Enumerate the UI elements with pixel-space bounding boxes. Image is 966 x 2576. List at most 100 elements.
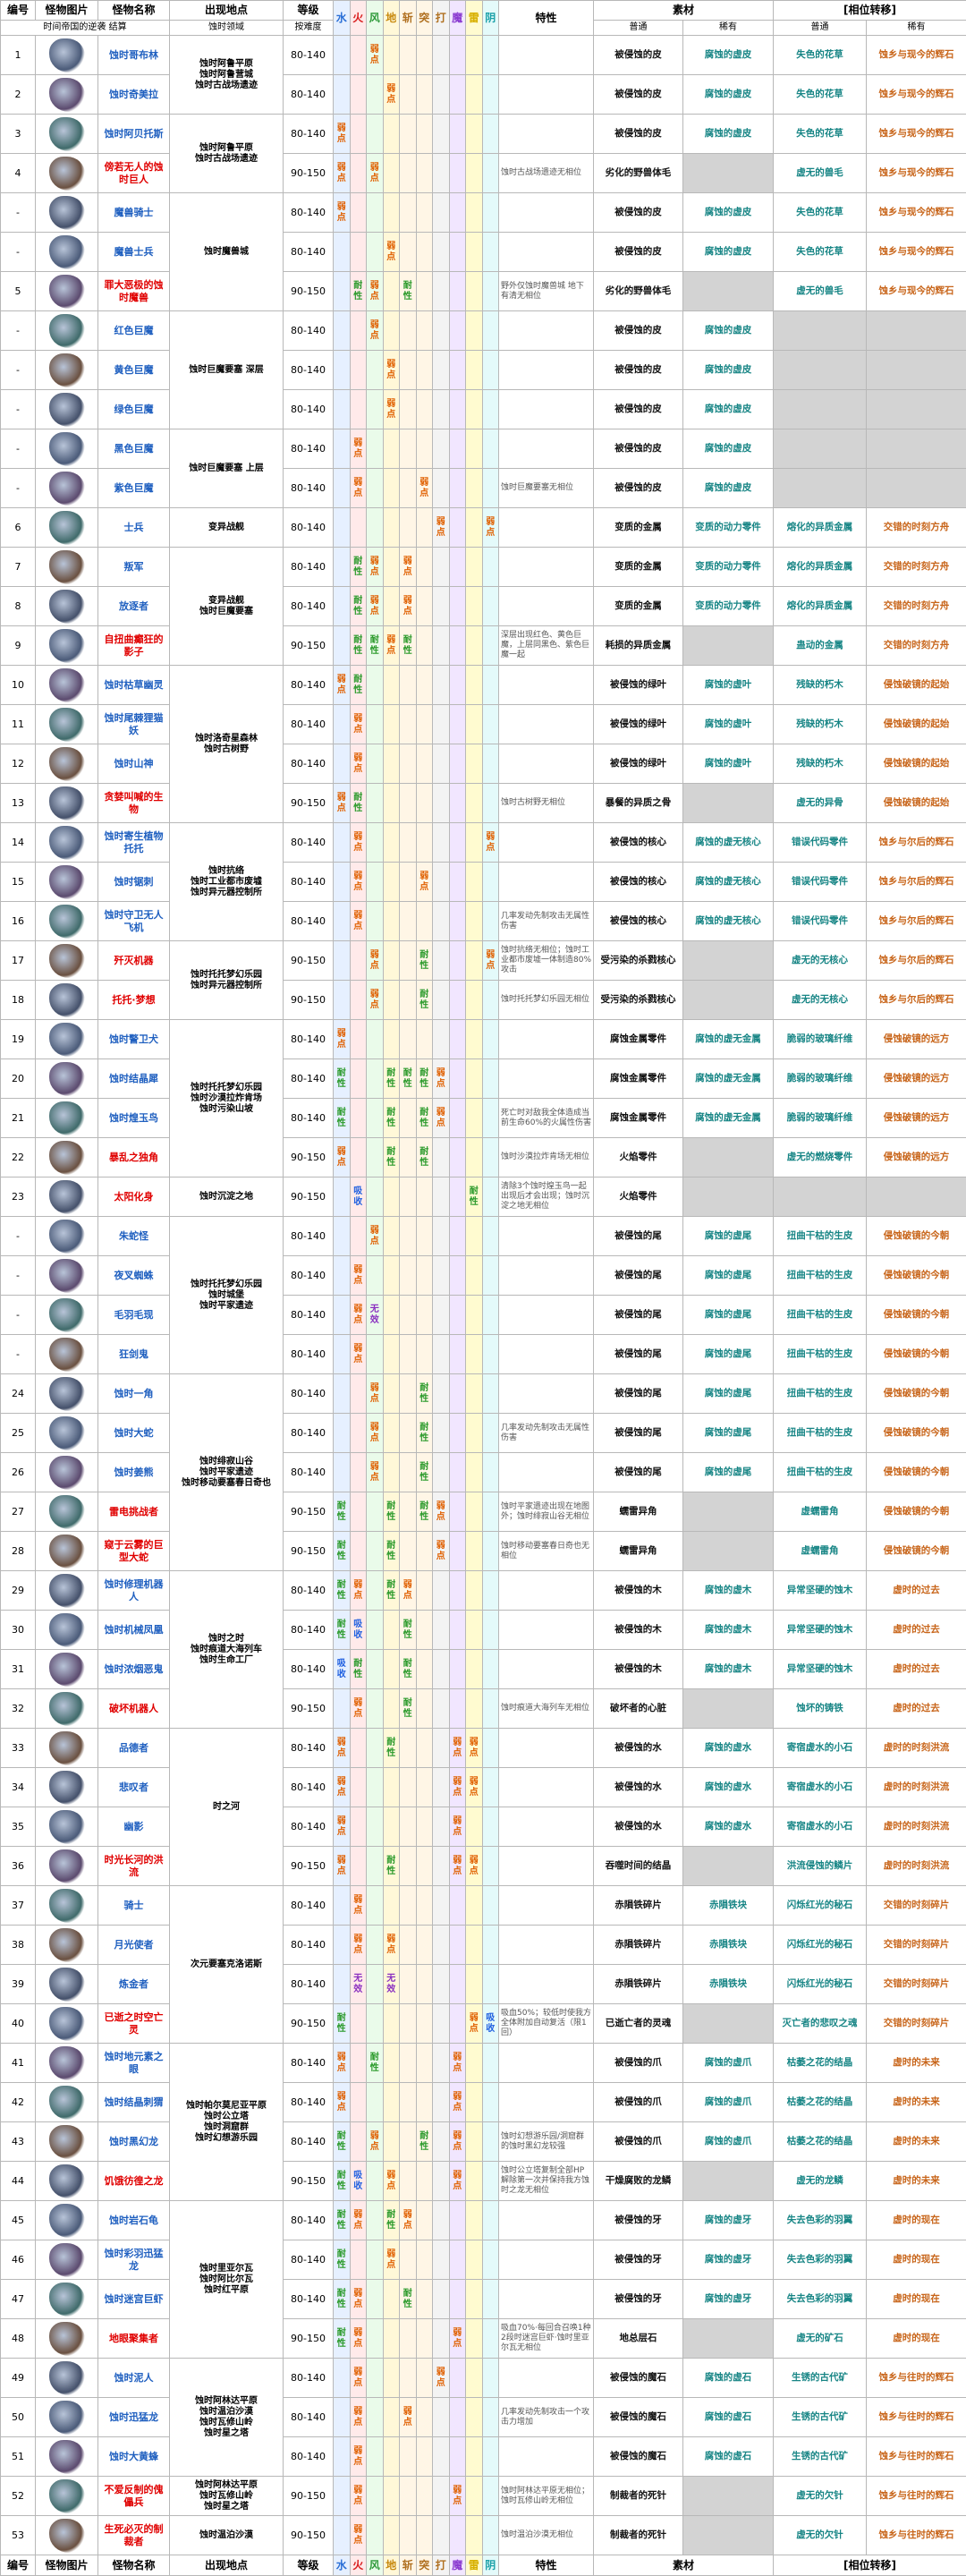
monster-image <box>49 1180 85 1214</box>
element-cell <box>400 1256 417 1296</box>
element-cell <box>466 823 483 863</box>
element-resistance: 弱点 <box>350 1571 367 1611</box>
element-cell <box>416 666 433 705</box>
monster-number: 30 <box>1 1611 36 1650</box>
element-cell <box>433 784 450 823</box>
element-cell <box>416 115 433 154</box>
element-cell <box>449 1650 466 1689</box>
element-resistance: 耐性 <box>416 1099 433 1138</box>
element-cell <box>416 508 433 548</box>
materials: 暴餐的异质之骨 <box>594 784 683 823</box>
phase: 虚无的兽毛 <box>774 272 867 311</box>
materials: 腐蚀的虚尾 <box>683 1335 774 1374</box>
empty-cell <box>683 272 774 311</box>
element-cell <box>482 2044 499 2083</box>
trait-empty <box>499 1453 594 1492</box>
element-cell <box>449 429 466 469</box>
element-cell <box>482 36 499 75</box>
element-cell <box>482 1492 499 1532</box>
header-row: 编号怪物图片怪物名称出现地点等级水火风地斩突打魔雷阴特性素材[相位转移] <box>1 1 966 21</box>
materials: 被侵蚀的木 <box>594 1611 683 1650</box>
empty-cell <box>774 1177 867 1217</box>
element-resistance: 耐性 <box>334 2201 351 2240</box>
location: 蚀时温泊沙漠 <box>170 2516 284 2555</box>
element-cell <box>400 1020 417 1059</box>
element-cell <box>433 1729 450 1768</box>
element-cell <box>433 469 450 508</box>
element-resistance: 弱点 <box>350 1689 367 1729</box>
element-resistance: 弱点 <box>334 1138 351 1177</box>
element-cell <box>350 1414 367 1453</box>
element-resistance: 弱点 <box>383 1926 400 1965</box>
trait-empty <box>499 36 594 75</box>
element-cell <box>482 2201 499 2240</box>
element-resistance: 弱点 <box>400 2398 417 2437</box>
materials: 蠕雷异角 <box>594 1532 683 1571</box>
element-cell <box>466 2240 483 2280</box>
header-cell: 编号 <box>1 2555 36 2576</box>
phase: 异常坚硬的蚀木 <box>774 1571 867 1611</box>
monster-image <box>49 117 85 151</box>
materials: 腐蚀的虚无金属 <box>683 1059 774 1099</box>
monster-image <box>49 1692 85 1726</box>
element-resistance: 弱点 <box>334 2044 351 2083</box>
element-cell <box>350 1532 367 1571</box>
empty-cell <box>867 390 966 429</box>
element-cell <box>466 666 483 705</box>
element-cell <box>367 429 384 469</box>
materials: 腐蚀的虚水 <box>683 1807 774 1847</box>
monster-image <box>49 2361 85 2395</box>
element-cell <box>482 863 499 902</box>
element-cell <box>367 744 384 784</box>
phase: 失去色彩的羽翼 <box>774 2280 867 2319</box>
element-cell <box>383 666 400 705</box>
element-resistance: 弱点 <box>482 823 499 863</box>
materials: 受污染的杀戮核心 <box>594 981 683 1020</box>
element-cell <box>383 744 400 784</box>
monster-image <box>49 550 85 584</box>
materials: 被侵蚀的绿叶 <box>594 744 683 784</box>
element-cell <box>400 233 417 272</box>
materials: 制裁者的死针 <box>594 2477 683 2516</box>
trait-empty <box>499 1059 594 1099</box>
element-resistance: 吸收 <box>350 1611 367 1650</box>
element-resistance: 弱点 <box>350 469 367 508</box>
element-cell <box>466 1689 483 1729</box>
element-cell <box>433 941 450 981</box>
monster-number: 32 <box>1 1689 36 1729</box>
element-cell <box>466 1217 483 1256</box>
element-cell <box>416 2516 433 2555</box>
monster-name: 贪婪叫喊的生物 <box>98 784 170 823</box>
level: 80-140 <box>284 666 334 705</box>
element-cell <box>482 1650 499 1689</box>
element-cell <box>416 1650 433 1689</box>
trait: 蚀时古树野无相位 <box>499 784 594 823</box>
element-cell <box>433 587 450 626</box>
materials: 腐蚀的虚皮 <box>683 429 774 469</box>
monster-name: 蚀时寄生植物托托 <box>98 823 170 863</box>
monster-name: 托托·梦想 <box>98 981 170 1020</box>
element-cell <box>383 1217 400 1256</box>
element-cell <box>433 1020 450 1059</box>
element-cell <box>383 2044 400 2083</box>
element-cell <box>482 2122 499 2162</box>
phase: 虚无的无核心 <box>774 941 867 981</box>
monster-number: 42 <box>1 2083 36 2122</box>
element-cell <box>482 1532 499 1571</box>
element-cell <box>367 1965 384 2004</box>
materials: 被侵蚀的皮 <box>594 233 683 272</box>
materials: 被侵蚀的皮 <box>594 115 683 154</box>
materials: 腐蚀的虚水 <box>683 1768 774 1807</box>
phase: 扭曲干枯的生皮 <box>774 1374 867 1414</box>
element-cell <box>433 1374 450 1414</box>
element-resistance: 耐性 <box>350 548 367 587</box>
trait-empty <box>499 548 594 587</box>
empty-cell <box>774 311 867 351</box>
element-resistance: 弱点 <box>367 941 384 981</box>
element-resistance: 弱点 <box>350 2359 367 2398</box>
element-cell <box>449 233 466 272</box>
level: 90-150 <box>284 981 334 1020</box>
element-cell <box>367 1059 384 1099</box>
element-resistance: 无效 <box>367 1296 384 1335</box>
